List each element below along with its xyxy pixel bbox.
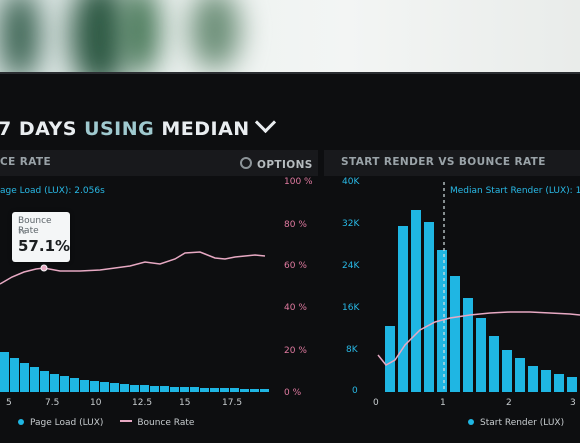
left-median-label: age Load (LUX): 2.056s [0,186,105,196]
bar [180,387,189,392]
left-panel-header: CE RATE OPTIONS [0,150,318,176]
y-tick-right: 0 % [284,388,302,398]
bar [110,383,119,392]
bar [150,386,159,392]
tooltip-sub: 7s [18,228,27,236]
x-tick: 5 [6,398,12,408]
x-tick: 17.5 [222,398,243,408]
bar [450,276,460,392]
y-tick-right: 40 % [284,303,307,313]
x-tick: 2 [506,398,512,408]
left-bounce-line [0,251,266,285]
bar [502,350,512,392]
bar [100,382,109,392]
left-panel-title: CE RATE [0,156,52,168]
bar [30,367,39,392]
blurred-background [0,0,580,80]
right-panel-title: START RENDER VS BOUNCE RATE [341,156,546,168]
bar [515,358,525,392]
bar [220,388,229,392]
plant-blur-4 [0,0,40,80]
bar [0,352,9,392]
bar [424,222,434,392]
bar [489,336,499,392]
legend-bars-label: Page Load (LUX) [30,418,104,428]
y-tick-left: 40K [342,177,360,187]
bounce-rate-tooltip: Bounce Rate 7s 57.1% [12,212,70,262]
options-button[interactable]: OPTIONS [240,156,313,171]
y-tick-left: 16K [342,303,360,313]
y-tick-left: 8K [346,345,358,355]
bar [130,385,139,392]
right-panel-header: START RENDER VS BOUNCE RATE [324,150,580,176]
bar [200,388,209,392]
bar [398,226,408,392]
legend-bar-swatch [18,419,24,425]
bar [240,389,249,392]
x-tick: 0 [373,398,379,408]
bar [20,363,29,392]
right-bounce-line [377,311,580,366]
y-tick-right: 100 % [284,177,313,187]
bar [528,366,538,392]
tooltip-point [40,264,48,272]
bar [437,250,447,392]
bar [160,386,169,392]
bar [140,385,149,392]
x-tick: 12.5 [132,398,153,408]
x-tick: 10 [90,398,102,408]
bar [210,388,219,392]
bar [260,389,269,392]
right-median-label: Median Start Render (LUX): 1.03 [450,186,580,196]
plant-blur-3 [190,0,240,70]
left-legend: Page Load (LUX) Bounce Rate [18,418,194,428]
legend-line-label: Bounce Rate [137,418,195,428]
x-tick: 3 [570,398,576,408]
right-legend: Start Render (LUX) [468,418,564,428]
bar [567,377,577,392]
y-tick-right: 20 % [284,346,307,356]
bar [90,381,99,392]
bar [250,389,259,392]
plant-blur-2 [120,0,160,75]
bar [40,371,49,392]
bar [170,387,179,392]
bar [70,378,79,392]
bar [190,387,199,392]
x-tick: 15 [179,398,191,408]
bar [476,318,486,392]
bar [10,358,19,392]
x-tick: 7.5 [45,398,60,408]
y-tick-left: 32K [342,219,360,229]
options-label: OPTIONS [257,159,313,171]
x-tick: 1 [440,398,446,408]
legend-bars-label: Start Render (LUX) [480,418,565,428]
y-tick-right: 60 % [284,261,307,271]
tooltip-title: Bounce Rate [18,216,52,236]
y-tick-right: 80 % [284,220,307,230]
bar [463,298,473,392]
bar [411,210,421,392]
legend-line-swatch [120,420,133,422]
gear-icon [240,157,252,169]
right-bars [385,210,577,392]
bar [60,376,69,392]
bar [554,374,564,392]
y-tick-left: 24K [342,261,360,271]
y-tick-left: 0 [352,386,358,396]
dashboard-title[interactable]: 7 DAYS USING MEDIAN [0,111,276,140]
bar [120,384,129,392]
bar [541,370,551,392]
bar [50,374,59,392]
bar [385,326,395,392]
left-bars [0,352,269,392]
bar [80,380,89,392]
legend-bar-swatch [468,419,474,425]
bar [230,388,239,392]
tooltip-value: 57.1% [18,237,71,255]
